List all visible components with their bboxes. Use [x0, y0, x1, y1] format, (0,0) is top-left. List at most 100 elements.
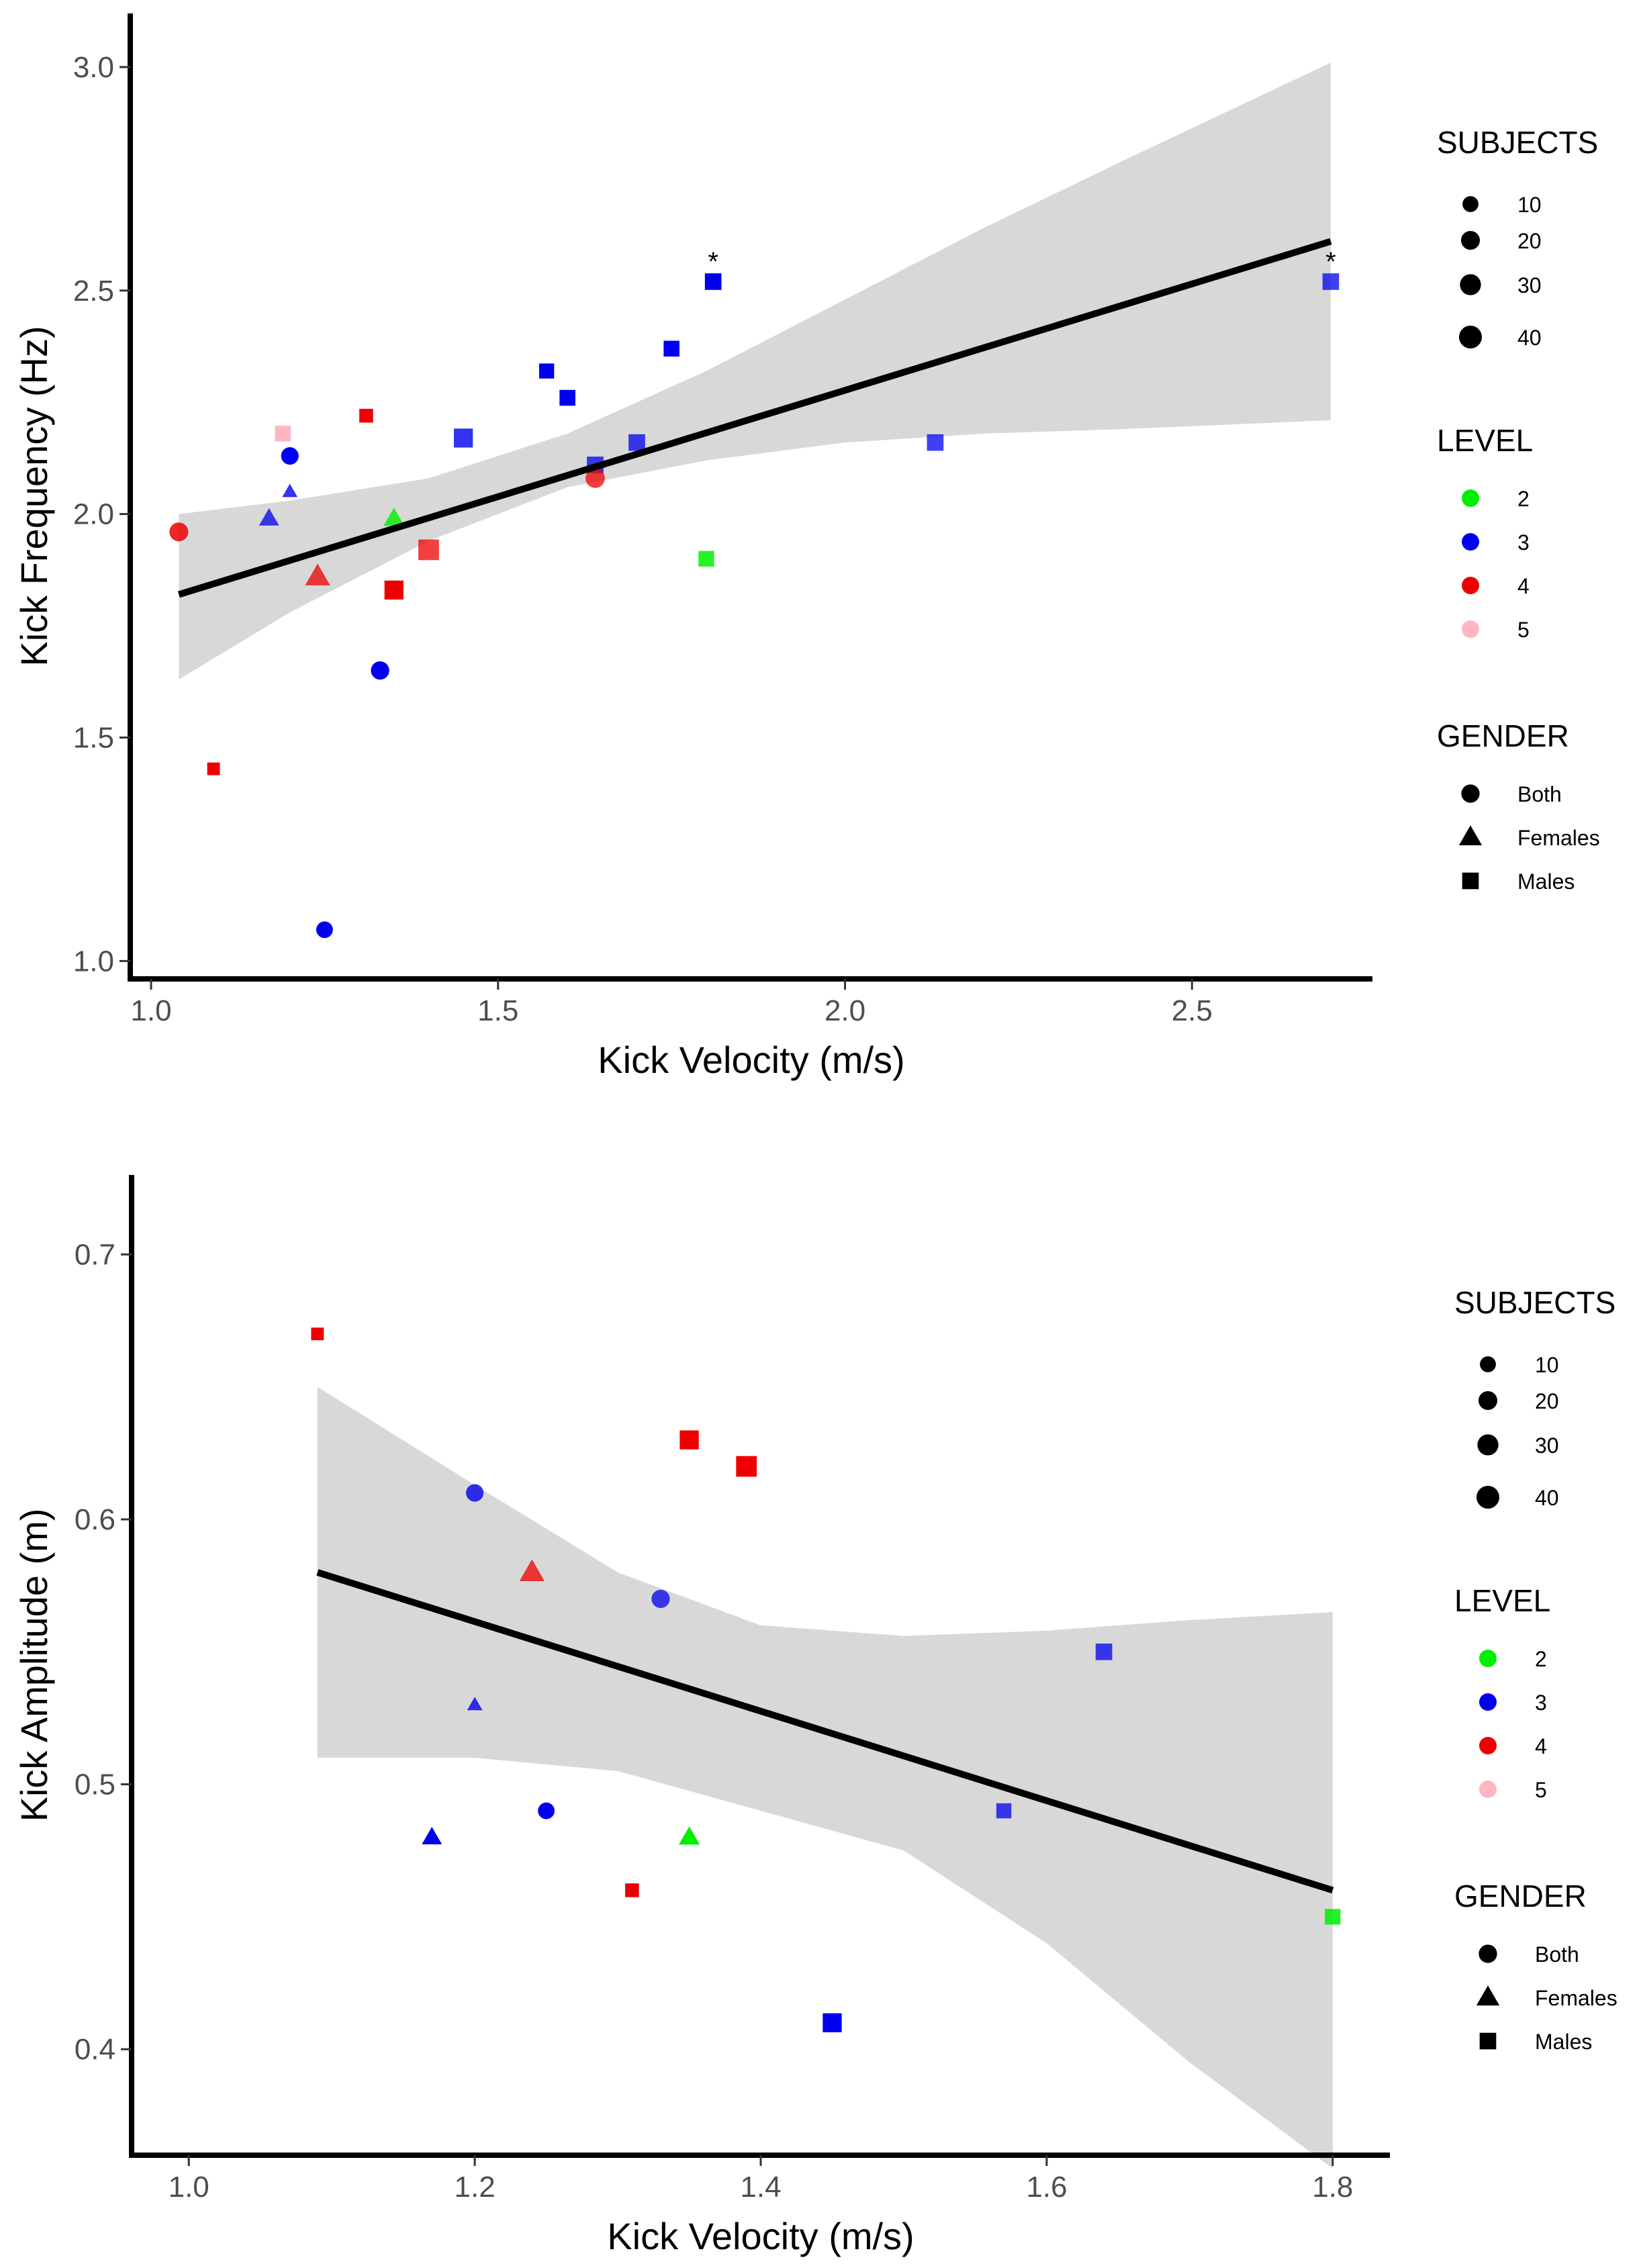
x-tick-label: 1.8 — [1312, 2171, 1353, 2204]
legend-size-label: 20 — [1535, 1389, 1559, 1413]
data-point — [996, 1803, 1012, 1819]
legend-size-key — [1460, 230, 1481, 250]
legend-level-label: 5 — [1535, 1778, 1547, 1802]
x-tick-label: 1.2 — [455, 2171, 496, 2204]
legend-shape-key — [1476, 1985, 1500, 2006]
y-axis-title: Kick Amplitude (m) — [13, 1509, 55, 1822]
data-point — [305, 563, 330, 585]
y-tick-label: 0.6 — [75, 1503, 115, 1536]
data-point — [275, 425, 291, 442]
legend-size-label: 30 — [1535, 1433, 1559, 1458]
legend-shape-key — [1461, 784, 1480, 803]
legend-shape-key — [1479, 2032, 1497, 2050]
data-point — [207, 762, 220, 775]
x-axis-title: Kick Velocity (m/s) — [607, 2215, 914, 2257]
y-tick-label: 2.0 — [73, 498, 114, 531]
data-point — [628, 434, 645, 451]
data-point — [585, 468, 605, 488]
data-point — [678, 1826, 700, 1845]
legend-size-label: 10 — [1535, 1353, 1559, 1377]
legend-gender-label: Both — [1535, 1942, 1579, 1967]
x-tick-label: 1.0 — [169, 2171, 209, 2204]
y-tick-label: 0.5 — [75, 1768, 115, 1801]
legend-subjects-title: SUBJECTS — [1437, 125, 1598, 160]
y-axis-title: Kick Frequency (Hz) — [13, 326, 55, 666]
y-tick-label: 1.5 — [73, 722, 114, 755]
data-point — [467, 1697, 483, 1711]
legend-level-key — [1479, 1650, 1497, 1667]
data-point — [453, 428, 473, 448]
top-chart-panel: * * 1.0 1.5 2.0 2.5 3.0 1.0 1.5 2.0 2.5 Kick Veloci… — [13, 13, 1600, 1081]
y-tick-label: 0.4 — [75, 2033, 115, 2066]
data-point — [1325, 1909, 1341, 1925]
legend-level-key — [1479, 1693, 1497, 1711]
legend-shape-key — [1458, 825, 1483, 846]
data-point — [625, 1883, 639, 1897]
legend-size-key — [1476, 1485, 1500, 1509]
x-tick-label: 2.5 — [1172, 994, 1213, 1027]
confidence-band — [317, 1386, 1333, 2169]
data-point — [651, 1589, 670, 1609]
data-point — [359, 408, 373, 423]
legend-size-key — [1480, 1356, 1496, 1372]
data-point — [422, 1826, 442, 1844]
data-point — [704, 273, 722, 290]
legend-level-label: 2 — [1535, 1647, 1547, 1671]
legend-gender-label: Both — [1517, 782, 1562, 806]
data-point — [384, 580, 404, 600]
legend-size-key — [1460, 274, 1481, 295]
x-axis-title: Kick Velocity (m/s) — [598, 1039, 904, 1081]
bottom-chart-panel: 0.4 0.5 0.6 0.7 1.0 1.2 1.4 1.6 1.8 Kick Velocity… — [13, 1175, 1617, 2257]
data-point — [466, 1484, 484, 1502]
legend-level-label: 2 — [1517, 487, 1530, 511]
legend-level-key — [1462, 533, 1479, 551]
legend-size-label: 40 — [1535, 1486, 1559, 1510]
data-point — [927, 434, 944, 451]
legend-level-key — [1479, 1737, 1497, 1754]
data-point — [259, 508, 279, 526]
data-point — [282, 483, 298, 498]
legend-level-key — [1462, 577, 1479, 594]
confidence-band — [179, 62, 1331, 679]
legend-size-key — [1458, 325, 1483, 349]
regression-line — [316, 1569, 1334, 1894]
data-point — [1322, 273, 1340, 290]
data-point — [736, 1456, 757, 1477]
legend-gender-title: GENDER — [1454, 1879, 1587, 1913]
data-point — [311, 1327, 324, 1341]
legend-gender-title: GENDER — [1437, 718, 1569, 753]
legend-gender-label: Males — [1535, 2030, 1592, 2054]
legend-level-title: LEVEL — [1454, 1583, 1550, 1618]
y-tick-label: 2.5 — [73, 275, 114, 308]
legend-size-label: 10 — [1517, 193, 1542, 217]
legend-shape-key — [1479, 1944, 1497, 1963]
x-tick-label: 1.0 — [130, 994, 171, 1027]
legend-size-key — [1477, 1434, 1499, 1456]
y-tick-label: 3.0 — [73, 51, 114, 84]
legend-size-label: 20 — [1517, 229, 1542, 253]
legend-gender-label: Females — [1517, 826, 1600, 850]
y-tick-label: 0.7 — [75, 1238, 115, 1271]
significance-marker: * — [708, 247, 718, 277]
data-point — [519, 1559, 545, 1581]
data-point — [169, 522, 189, 542]
legend-size-label: 40 — [1517, 326, 1542, 350]
data-point — [538, 363, 555, 379]
x-tick-label: 1.4 — [740, 2171, 781, 2204]
x-tick-label: 2.0 — [825, 994, 865, 1027]
legend-size-label: 30 — [1517, 273, 1542, 297]
data-point — [383, 508, 405, 526]
data-point — [679, 1430, 699, 1450]
data-point — [698, 551, 714, 567]
legend-gender-label: Males — [1517, 869, 1575, 894]
legend-level-key — [1479, 1781, 1497, 1798]
data-point — [1095, 1643, 1113, 1660]
legend-level-key — [1462, 489, 1479, 507]
legend-gender-label: Females — [1535, 1986, 1617, 2010]
legend-subjects-title: SUBJECTS — [1454, 1285, 1615, 1320]
data-point — [316, 921, 333, 939]
legend-level-label: 4 — [1535, 1734, 1547, 1758]
legend-level-label: 3 — [1517, 530, 1530, 555]
legend-shape-key — [1462, 872, 1479, 890]
